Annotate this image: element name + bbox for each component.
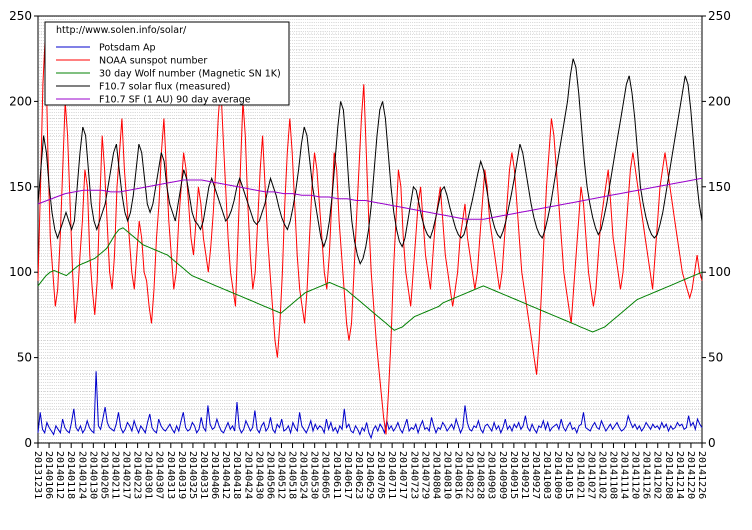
x-tick-label: 20140307: [154, 451, 165, 499]
x-tick-label: 20140903: [486, 451, 497, 499]
x-tick-label: 20140611: [331, 451, 342, 499]
x-tick-label: 20140927: [530, 451, 541, 499]
y-axis-right: 0 50 100 150 200 250: [702, 9, 731, 450]
legend: http://www.solen.info/solar/ Potsdam Ap N…: [44, 21, 290, 106]
x-axis: 20131231 20140106 20140112 20140118 20140124…: [32, 443, 707, 499]
x-tick-label: 20141003: [541, 451, 552, 499]
x-tick-label: 20131231: [32, 451, 43, 499]
x-tick-label: 20140217: [121, 451, 132, 499]
y-tick-label-left: 250: [9, 9, 32, 23]
x-tick-label: 20140205: [98, 451, 109, 499]
x-tick-label: 20140331: [198, 451, 209, 499]
series-line-0: [37, 371, 703, 440]
x-tick-label: 20140406: [209, 451, 220, 499]
y-tick-label-right: 0: [708, 436, 716, 450]
x-tick-label: 20141102: [596, 451, 607, 499]
x-tick-label: 20141214: [674, 451, 685, 499]
series-group: [37, 33, 703, 440]
y-tick-label-right: 200: [708, 94, 731, 108]
x-tick-label: 20140319: [176, 451, 187, 499]
series-line-1: [37, 33, 703, 435]
series-line-3: [37, 58, 703, 265]
x-tick-label: 20140629: [364, 451, 375, 499]
x-tick-label: 20140130: [87, 451, 98, 499]
x-tick-label: 20141220: [685, 451, 696, 499]
x-tick-label: 20140211: [109, 451, 120, 499]
y-tick-label-right: 100: [708, 265, 731, 279]
x-tick-label: 20140623: [353, 451, 364, 499]
legend-label-4: F10.7 SF (1 AU) 90 day average: [99, 95, 251, 106]
x-tick-label: 20140124: [76, 451, 87, 499]
x-tick-label: 20140223: [132, 451, 143, 499]
x-tick-label: 20141208: [663, 451, 674, 499]
series-line-2: [37, 227, 703, 333]
x-tick-label: 20141226: [696, 451, 707, 499]
x-tick-label: 20140729: [419, 451, 430, 499]
x-tick-label: 20140822: [464, 451, 475, 499]
x-tick-label: 20140921: [519, 451, 530, 499]
x-tick-label: 20141021: [574, 451, 585, 499]
x-tick-label: 20140530: [309, 451, 320, 499]
x-tick-label: 20140418: [231, 451, 242, 499]
legend-box: [44, 21, 290, 106]
y-tick-label-right: 150: [708, 180, 731, 194]
legend-label-1: NOAA sunspot number: [99, 56, 207, 67]
x-tick-label: 20140430: [253, 451, 264, 499]
x-tick-label: 20140313: [165, 451, 176, 499]
x-tick-label: 20140605: [320, 451, 331, 499]
y-tick-label-left: 200: [9, 94, 32, 108]
x-tick-label: 20140909: [497, 451, 508, 499]
x-tick-label: 20140524: [298, 451, 309, 499]
y-tick-label-left: 150: [9, 180, 32, 194]
grid: [37, 15, 703, 444]
y-tick-label-left: 100: [9, 265, 32, 279]
x-tick-label: 20140617: [342, 451, 353, 499]
x-tick-label: 20141027: [585, 451, 596, 499]
x-tick-label: 20141114: [619, 451, 630, 499]
x-tick-label: 20141009: [552, 451, 563, 499]
y-axis-left: 0 50 100 150 200 250: [9, 9, 38, 450]
x-tick-label: 20140518: [287, 451, 298, 499]
series-line-4: [37, 177, 703, 220]
x-tick-label: 20141202: [652, 451, 663, 499]
x-tick-label: 20141015: [563, 451, 574, 499]
y-tick-label-left: 0: [24, 436, 32, 450]
x-tick-label: 20141126: [641, 451, 652, 499]
legend-label-0: Potsdam Ap: [99, 43, 156, 54]
legend-label-3: F10.7 solar flux (measured): [99, 82, 230, 93]
y-tick-label-left: 50: [17, 351, 32, 365]
x-tick-label: 20140915: [508, 451, 519, 499]
x-tick-label: 20140723: [408, 451, 419, 499]
x-tick-label: 20140804: [430, 451, 441, 499]
x-tick-label: 20140412: [220, 451, 231, 499]
x-tick-label: 20140828: [475, 451, 486, 499]
x-tick-label: 20140424: [242, 451, 253, 499]
x-tick-label: 20140506: [264, 451, 275, 499]
legend-label-2: 30 day Wolf number (Magnetic SN 1K): [99, 69, 281, 80]
x-tick-label: 20140705: [375, 451, 386, 499]
legend-header: http://www.solen.info/solar/: [56, 25, 187, 36]
x-tick-label: 20140118: [65, 451, 76, 499]
x-tick-label: 20140816: [453, 451, 464, 499]
x-tick-label: 20141120: [630, 451, 641, 499]
x-tick-label: 20141108: [607, 451, 618, 499]
x-tick-label: 20140325: [187, 451, 198, 499]
x-tick-label: 20140106: [43, 451, 54, 499]
y-tick-label-right: 50: [708, 351, 723, 365]
x-tick-label: 20140717: [397, 451, 408, 499]
x-tick-label: 20140512: [275, 451, 286, 499]
x-tick-label: 20140810: [441, 451, 452, 499]
x-tick-label: 20140112: [54, 451, 65, 499]
x-tick-label: 20140711: [386, 451, 397, 499]
x-tick-label: 20140301: [143, 451, 154, 499]
y-tick-label-right: 250: [708, 9, 731, 23]
